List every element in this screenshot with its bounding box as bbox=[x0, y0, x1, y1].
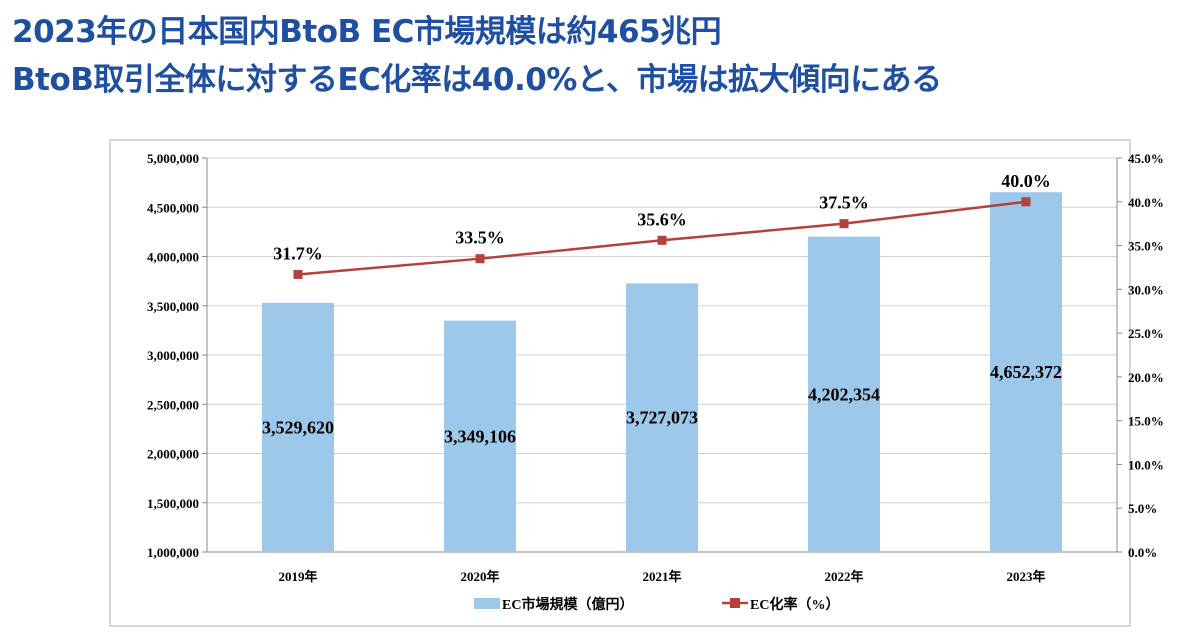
ec-rate-label: 40.0% bbox=[1001, 171, 1051, 191]
left-tick-label: 3,500,000 bbox=[147, 299, 199, 314]
x-tick-label: 2021年 bbox=[642, 569, 681, 584]
ec-rate-label: 37.5% bbox=[819, 193, 869, 213]
right-tick-label: 25.0% bbox=[1128, 326, 1164, 341]
title-line-2: BtoB取引全体に対するEC化率は40.0%と、市場は拡大傾向にある bbox=[12, 62, 942, 98]
bar-2022年 bbox=[808, 236, 880, 553]
right-tick-label: 40.0% bbox=[1128, 195, 1164, 210]
ec-rate-label: 35.6% bbox=[637, 209, 687, 229]
right-tick-label: 15.0% bbox=[1128, 414, 1164, 429]
ec-rate-marker bbox=[657, 235, 667, 245]
bar-value-label: 3,349,106 bbox=[444, 426, 516, 446]
right-tick-label: 35.0% bbox=[1128, 239, 1164, 254]
bar-value-label: 4,652,372 bbox=[990, 362, 1062, 382]
left-tick-label: 4,000,000 bbox=[147, 250, 199, 265]
x-tick-label: 2019年 bbox=[278, 569, 317, 584]
bar-2020年 bbox=[444, 320, 516, 552]
right-tick-label: 5.0% bbox=[1128, 501, 1157, 516]
ec-rate-label: 33.5% bbox=[455, 228, 505, 248]
left-tick-label: 2,000,000 bbox=[147, 447, 199, 462]
ec-rate-marker bbox=[839, 219, 849, 229]
left-tick-label: 1,000,000 bbox=[147, 545, 199, 560]
legend-label-bar: EC市場規模（億円） bbox=[502, 596, 633, 613]
legend-label-line: EC化率（%） bbox=[750, 596, 839, 613]
left-tick-label: 5,000,000 bbox=[147, 151, 199, 166]
ec-rate-marker bbox=[475, 254, 485, 264]
x-tick-label: 2023年 bbox=[1006, 569, 1045, 584]
bar-2023年 bbox=[990, 192, 1062, 552]
bar-value-label: 3,727,073 bbox=[626, 408, 698, 428]
ec-rate-marker bbox=[1021, 197, 1031, 207]
title-line-1: 2023年の日本国内BtoB EC市場規模は約465兆円 bbox=[12, 14, 722, 50]
ec-rate-marker bbox=[293, 269, 303, 279]
left-tick-label: 3,000,000 bbox=[147, 348, 199, 363]
left-tick-label: 4,500,000 bbox=[147, 200, 199, 215]
right-tick-label: 20.0% bbox=[1128, 370, 1164, 385]
ec-rate-label: 31.7% bbox=[273, 243, 323, 263]
left-tick-label: 2,500,000 bbox=[147, 397, 199, 412]
right-tick-label: 0.0% bbox=[1128, 545, 1157, 560]
right-tick-label: 30.0% bbox=[1128, 282, 1164, 297]
bar-value-label: 4,202,354 bbox=[808, 384, 880, 404]
legend-swatch-bar bbox=[474, 598, 500, 609]
x-tick-label: 2020年 bbox=[460, 569, 499, 584]
bar-value-label: 3,529,620 bbox=[262, 417, 334, 437]
legend-marker-line bbox=[730, 598, 740, 608]
right-tick-label: 45.0% bbox=[1128, 151, 1164, 166]
bar-2019年 bbox=[262, 302, 334, 552]
right-tick-label: 10.0% bbox=[1128, 457, 1164, 472]
x-tick-label: 2022年 bbox=[824, 569, 863, 584]
bar-2021年 bbox=[626, 283, 698, 552]
left-tick-label: 1,500,000 bbox=[147, 496, 199, 511]
